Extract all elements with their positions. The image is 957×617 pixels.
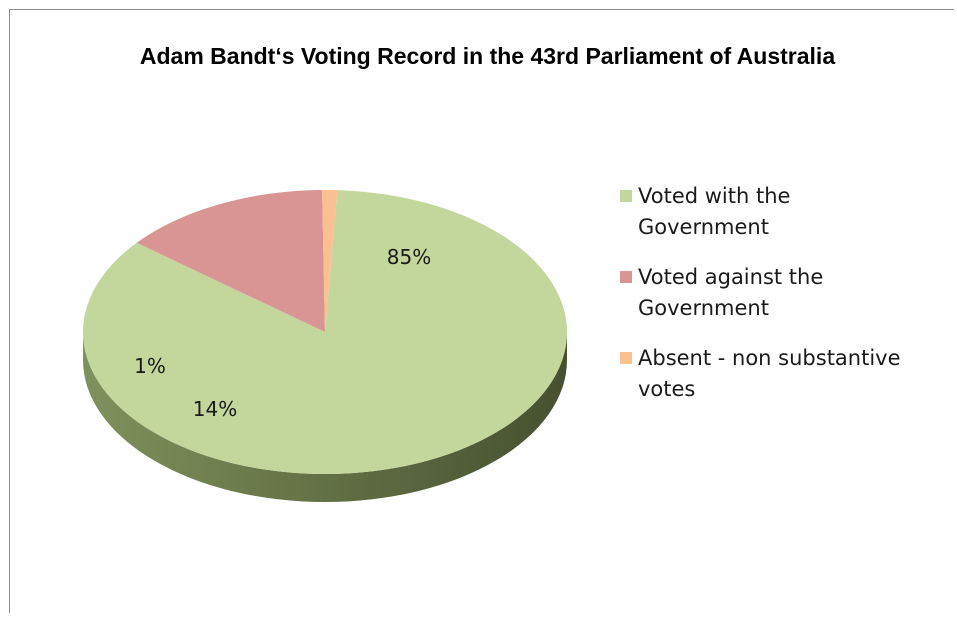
pie-slice-against-government bbox=[136, 190, 325, 332]
legend-swatch bbox=[620, 271, 632, 283]
pie-side-with-government bbox=[83, 332, 567, 502]
legend-swatch bbox=[620, 352, 632, 364]
pie-sides bbox=[83, 332, 567, 502]
legend-label: Voted with the Government bbox=[638, 184, 791, 239]
chart-title: Adam Bandt‘s Voting Record in the 43rd P… bbox=[139, 43, 836, 69]
legend-swatch bbox=[620, 190, 632, 202]
legend-label: Absent - non substantive votes bbox=[638, 346, 901, 401]
data-label-against-government: 14% bbox=[193, 397, 237, 421]
pie-slice-with-government bbox=[82, 190, 567, 475]
legend-item-with-government: Voted with the Government bbox=[620, 181, 940, 243]
legend-label: Voted against the Government bbox=[638, 265, 824, 320]
pie-tops bbox=[82, 190, 567, 475]
legend-item-absent: Absent - non substantive votes bbox=[620, 343, 940, 405]
data-label-with-government: 85% bbox=[387, 245, 431, 269]
data-label-absent: 1% bbox=[134, 354, 166, 378]
legend: Voted with the Government Voted against … bbox=[620, 181, 940, 424]
pie-slice-absent bbox=[322, 190, 338, 332]
chart-frame bbox=[9, 9, 954, 613]
pie-labels: 85% 14% 1% bbox=[134, 245, 431, 421]
legend-item-against-government: Voted against the Government bbox=[620, 262, 940, 324]
